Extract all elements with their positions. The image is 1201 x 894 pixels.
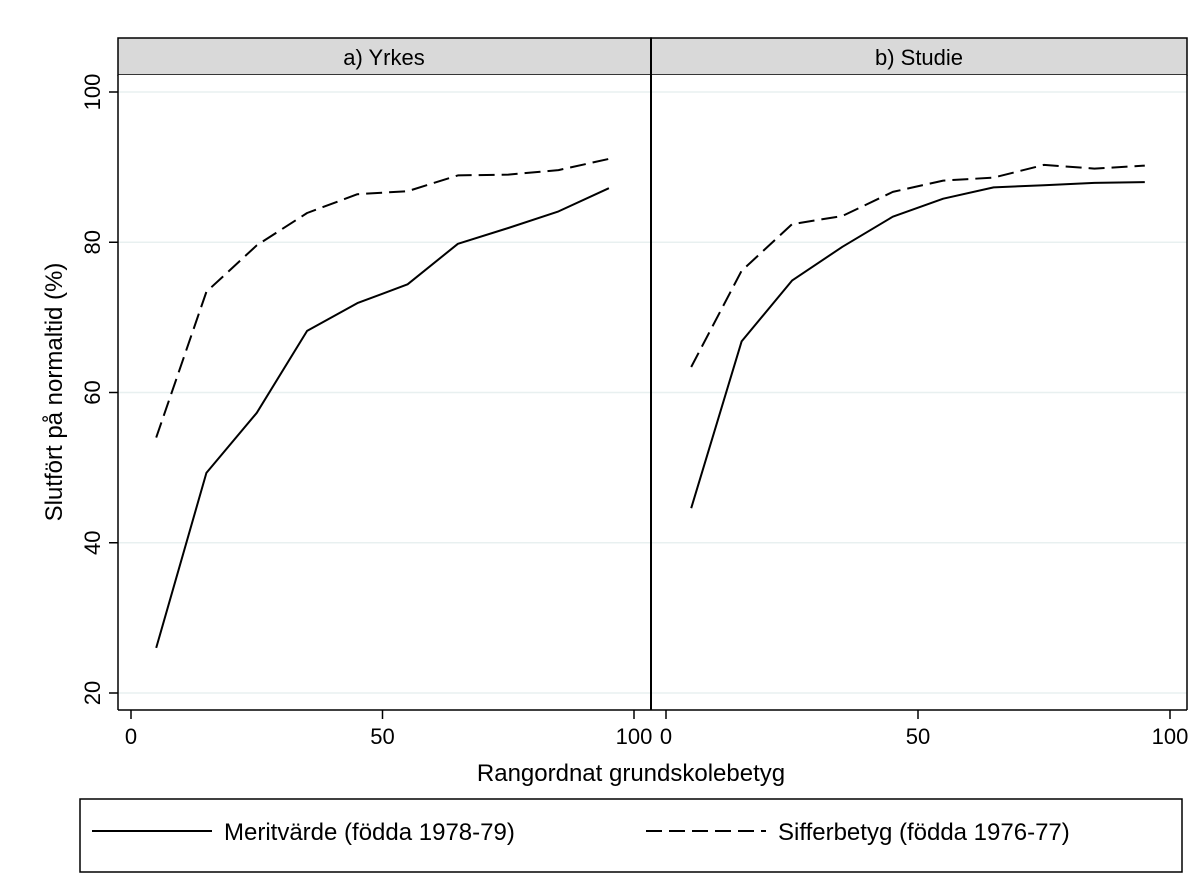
- panel-a-grid: [118, 91, 651, 694]
- legend-label-meritvarde: Meritvärde (födda 1978-79): [224, 819, 515, 846]
- panel-a: a) Yrkes 0 50 100: [117, 37, 653, 749]
- series-line-meritvarde: [155, 187, 610, 649]
- x-tick-label: 100: [1152, 724, 1189, 749]
- y-tick-label: 60: [80, 380, 105, 404]
- panel-b-x-axis: 0 50 100: [651, 709, 1189, 749]
- legend: Meritvärde (födda 1978-79) Sifferbetyg (…: [79, 798, 1183, 873]
- panel-b-title: b) Studie: [875, 45, 963, 70]
- legend-label-sifferbetyg: Sifferbetyg (födda 1976-77): [778, 819, 1070, 846]
- x-tick-label: 100: [616, 724, 653, 749]
- y-tick-label: 40: [80, 531, 105, 555]
- x-tick-label: 0: [125, 724, 137, 749]
- x-axis-title: Rangordnat grundskolebetyg: [477, 760, 785, 787]
- y-tick-label: 20: [80, 681, 105, 705]
- panel-b: b) Studie 0 50 100: [650, 37, 1189, 749]
- y-axis: 20 40 60 80 100: [80, 74, 118, 705]
- legend-box: [79, 798, 1183, 873]
- panel-a-lines: [155, 157, 610, 649]
- x-tick-label: 50: [370, 724, 394, 749]
- panel-a-title: a) Yrkes: [343, 45, 425, 70]
- panel-a-strip: [117, 37, 652, 76]
- series-line-sifferbetyg: [155, 157, 610, 438]
- panel-b-lines: [690, 163, 1145, 509]
- y-axis-title: Slutfört på normaltid (%): [41, 263, 68, 522]
- panel-a-x-axis: 0 50 100: [118, 709, 653, 749]
- panel-b-grid: [651, 91, 1187, 694]
- panel-b-strip: [650, 37, 1188, 76]
- series-line-sifferbetyg: [690, 163, 1145, 368]
- x-tick-label: 50: [906, 724, 930, 749]
- series-line-meritvarde: [690, 181, 1145, 509]
- y-tick-label: 80: [80, 230, 105, 254]
- x-tick-label: 0: [660, 724, 672, 749]
- y-tick-label: 100: [80, 74, 105, 111]
